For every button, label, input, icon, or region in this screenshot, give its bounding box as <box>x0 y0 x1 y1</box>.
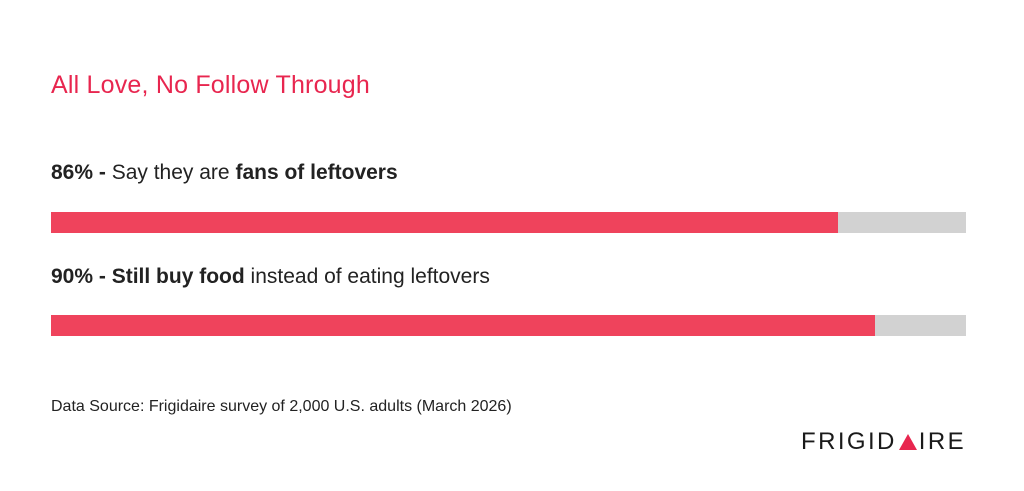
logo-text-part-1: FRIGID <box>801 428 897 455</box>
bar-label-percent: 86% - <box>51 161 106 184</box>
bar-fill-buy-food <box>51 315 875 336</box>
chart-title: All Love, No Follow Through <box>51 71 370 99</box>
bar-fill-fans <box>51 212 838 233</box>
bar-label-text: Say they are <box>111 161 230 184</box>
bar-track-fans <box>51 212 966 233</box>
bar-label-text: instead of eating leftovers <box>250 265 490 288</box>
triangle-a-icon <box>898 433 917 450</box>
data-source-note: Data Source: Frigidaire survey of 2,000 … <box>51 398 512 415</box>
bar-label-fans: 86% - Say they are fans of leftovers <box>51 161 398 185</box>
bar-label-percent: 90% - <box>51 265 106 288</box>
logo-text-part-2: IRE <box>918 428 966 455</box>
frigidaire-logo: FRIGID IRE <box>801 428 966 456</box>
bar-track-buy-food <box>51 315 966 336</box>
bar-label-buy-food: 90% - Still buy food instead of eating l… <box>51 265 490 289</box>
bar-label-bold-text: fans of leftovers <box>235 161 398 184</box>
bar-label-bold-text: Still buy food <box>111 265 245 288</box>
